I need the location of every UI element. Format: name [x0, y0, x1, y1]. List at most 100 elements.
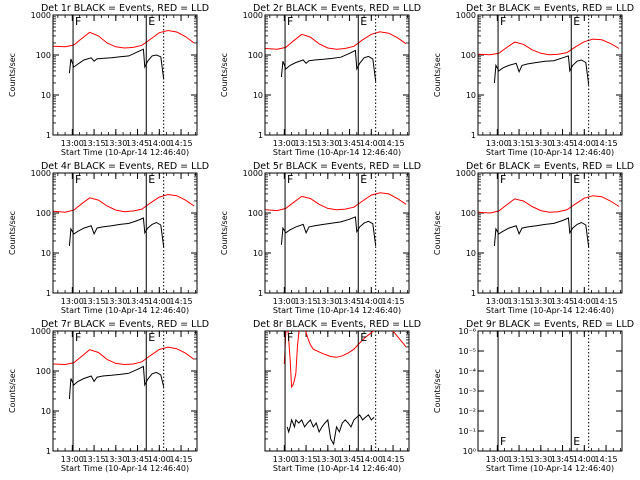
x-tick-label: 13:00	[486, 297, 509, 306]
x-axis-label: Start Time (10-Apr-14 12:46:40)	[486, 148, 614, 157]
y-tick-label: 1000	[456, 169, 476, 178]
chart-panel: Det 8r BLACK = Events, RED = LLD13:0013:…	[253, 319, 421, 473]
y-axis-label: Counts/sec	[433, 53, 442, 97]
x-tick-label: 13:45	[338, 455, 361, 464]
x-axis-label: Start Time (10-Apr-14 12:46:40)	[61, 464, 189, 473]
marker-label: E	[573, 435, 580, 448]
events-series-line	[493, 217, 590, 248]
chart-panel: Det 6r BLACK = Events, RED = LLD 1 10 100 10…	[433, 161, 634, 315]
lld-series-line	[53, 29, 195, 49]
plot-frame	[264, 14, 410, 136]
lld-series-line	[283, 331, 407, 389]
x-tick-label: 13:30	[316, 139, 339, 148]
y-tick-label: 100	[461, 51, 476, 60]
lld-series-line	[478, 195, 620, 214]
y-tick-label: 1	[46, 289, 51, 298]
x-tick-label: 14:00	[360, 297, 383, 306]
lld-series-line	[478, 38, 620, 56]
y-tick-label: 100	[461, 209, 476, 218]
marker-label: E	[360, 15, 367, 28]
x-tick-label: 14:00	[148, 297, 171, 306]
y-tick-label: 10	[253, 249, 263, 258]
plot-frame	[264, 330, 410, 452]
marker-label: F	[500, 173, 506, 186]
x-tick-label: 13:15	[83, 139, 106, 148]
chart-title: Det 4r BLACK = Events, RED = LLD	[41, 161, 209, 172]
events-series-line	[68, 217, 165, 248]
chart-panel: Det 1r BLACK = Events, RED = LLD 1 10 100 10…	[8, 3, 209, 157]
marker-label: E	[360, 173, 367, 186]
x-tick-label: 13:45	[551, 297, 574, 306]
plot-frame	[477, 14, 623, 136]
plot-frame	[52, 330, 198, 452]
y-tick-label: 100	[248, 209, 263, 218]
x-tick-label: 13:00	[486, 139, 509, 148]
x-axis-label: Start Time (10-Apr-14 12:46:40)	[273, 306, 401, 315]
y-axis-label: Counts/sec	[433, 211, 442, 255]
y-tick-label: 10⁰	[463, 447, 476, 456]
lld-series-line	[53, 346, 195, 366]
y-tick-label: 1000	[31, 327, 51, 336]
lld-series-line	[53, 193, 195, 213]
x-tick-label: 14:15	[170, 139, 193, 148]
y-tick-label: 1000	[243, 11, 263, 20]
y-tick-label: 10	[466, 91, 476, 100]
y-axis-label: Counts/sec	[220, 211, 229, 255]
x-tick-label: 13:30	[529, 455, 552, 464]
plot-frame	[264, 172, 410, 294]
x-tick-label: 13:30	[316, 297, 339, 306]
y-axis-label: Counts/sec	[433, 369, 442, 413]
y-axis-label: Counts/sec	[8, 369, 17, 413]
x-tick-label: 14:00	[573, 297, 596, 306]
y-tick-label: 10⁻⁶	[458, 327, 476, 336]
y-tick-label: 10⁻¹	[458, 427, 476, 436]
lld-series-line	[265, 31, 407, 50]
plot-frame	[477, 172, 623, 294]
x-tick-label: 14:15	[382, 297, 405, 306]
y-tick-label: 10	[41, 91, 51, 100]
events-series-line	[68, 48, 165, 80]
chart-title: Det 2r BLACK = Events, RED = LLD	[253, 3, 421, 14]
x-tick-label: 13:15	[295, 139, 318, 148]
chart-panel: Det 5r BLACK = Events, RED = LLD 1 10 100 10…	[220, 161, 421, 315]
events-series-line	[286, 414, 375, 446]
plot-frame	[52, 172, 198, 294]
x-tick-label: 13:30	[104, 455, 127, 464]
x-tick-label: 13:00	[61, 297, 84, 306]
x-tick-label: 14:00	[573, 139, 596, 148]
y-tick-label: 1000	[243, 169, 263, 178]
chart-panel: Det 3r BLACK = Events, RED = LLD 1 10 100 10…	[433, 3, 634, 157]
y-tick-label: 100	[36, 51, 51, 60]
chart-title: Det 7r BLACK = Events, RED = LLD	[41, 319, 209, 330]
x-tick-label: 13:15	[295, 297, 318, 306]
chart-panel: Det 9r BLACK = Events, RED = LLD 10⁰ 10⁻¹ 1…	[433, 319, 634, 473]
x-axis-label: Start Time (10-Apr-14 12:46:40)	[486, 464, 614, 473]
x-tick-label: 13:30	[529, 297, 552, 306]
y-tick-label: 10	[466, 249, 476, 258]
y-tick-label: 1	[46, 131, 51, 140]
events-series-line	[280, 216, 377, 247]
x-tick-label: 13:00	[61, 455, 84, 464]
y-tick-label: 1000	[456, 11, 476, 20]
y-tick-label: 1	[471, 289, 476, 298]
chart-panel: Det 7r BLACK = Events, RED = LLD 1 10 100 10…	[8, 319, 209, 473]
x-tick-label: 13:45	[551, 139, 574, 148]
x-tick-label: 13:45	[551, 455, 574, 464]
chart-title: Det 1r BLACK = Events, RED = LLD	[41, 3, 209, 14]
x-tick-label: 14:15	[595, 297, 618, 306]
y-tick-label: 10⁻⁵	[458, 347, 476, 356]
x-tick-label: 14:15	[170, 297, 193, 306]
x-tick-label: 13:45	[126, 455, 149, 464]
x-tick-label: 13:45	[126, 297, 149, 306]
y-tick-label: 1000	[31, 169, 51, 178]
marker-label: F	[287, 15, 293, 28]
chart-title: Det 3r BLACK = Events, RED = LLD	[466, 3, 634, 14]
x-tick-label: 13:15	[508, 455, 531, 464]
events-series-line	[68, 365, 165, 400]
x-tick-label: 13:15	[83, 455, 106, 464]
y-axis-label: Counts/sec	[220, 53, 229, 97]
marker-label: E	[148, 15, 155, 28]
x-tick-label: 14:00	[148, 455, 171, 464]
x-tick-label: 13:45	[338, 297, 361, 306]
